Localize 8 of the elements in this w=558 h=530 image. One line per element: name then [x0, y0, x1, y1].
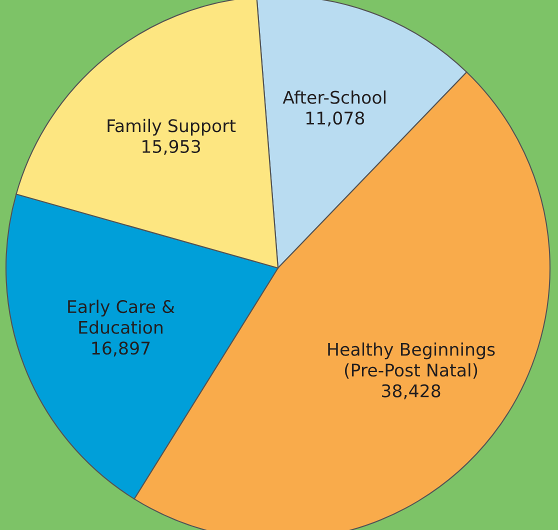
slice-label: Early Care & Education: [68, 300, 175, 334]
slice-label: Family Support: [108, 118, 236, 136]
data-label: 11,078: [306, 112, 364, 126]
data-label: 15,953: [142, 140, 200, 155]
data-label: 38,428: [382, 384, 440, 400]
data-label: 16,897: [92, 342, 150, 356]
slice-label: Healthy Beginnings (Pre-Post Natal): [328, 342, 495, 379]
slice-label: After-School: [282, 90, 386, 104]
